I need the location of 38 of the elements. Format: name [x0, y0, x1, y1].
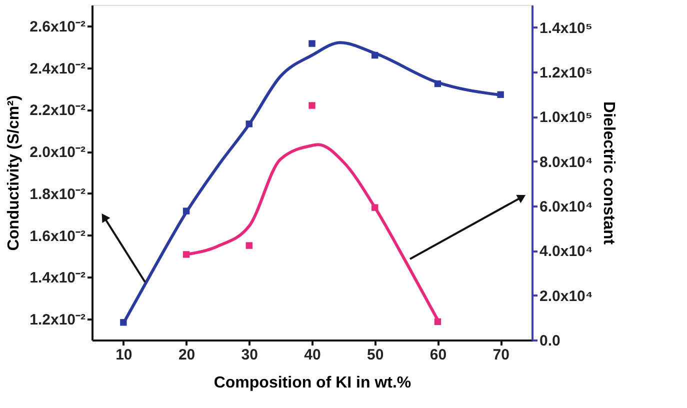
- x-tick-label: 30: [241, 346, 258, 364]
- y2-tick-label: 2.0x10⁴: [540, 288, 593, 305]
- y-tick-label: 2.4x10⁻²: [30, 60, 86, 78]
- point: [120, 319, 127, 326]
- point: [308, 40, 316, 47]
- x-tick-label: 40: [304, 346, 321, 364]
- x-tick-label: 70: [492, 346, 510, 364]
- point: [497, 91, 504, 98]
- point: [182, 208, 190, 214]
- y2-tick-label: 6.0x10⁴: [540, 198, 593, 216]
- point: [182, 251, 190, 258]
- point: [246, 242, 252, 249]
- y-tick-label: 1.4x10⁻²: [30, 270, 86, 287]
- point: [308, 102, 316, 109]
- y2-tick-label: 8.0x10⁴: [540, 154, 593, 171]
- y2-tick-label: 0.0: [540, 332, 560, 350]
- x-tick-label: 20: [178, 346, 196, 364]
- point: [434, 318, 442, 326]
- y-tick-label: 1.8x10⁻²: [30, 186, 86, 203]
- y2-tick-label: 1.0x10⁵: [540, 109, 592, 126]
- x-tick-label: 60: [430, 346, 447, 364]
- y-tick-label: 1.6x10⁻²: [30, 228, 86, 245]
- y-tick-label: 2.6x10⁻²: [30, 18, 86, 36]
- point: [372, 204, 378, 211]
- point: [372, 52, 378, 59]
- point: [246, 120, 252, 128]
- y-tick-label: 2.0x10⁻²: [30, 144, 86, 162]
- y2-axis-title: Dielectric constant: [600, 101, 617, 246]
- x-tick-label: 50: [367, 346, 384, 364]
- y2-tick-label: 1.2x10⁵: [540, 64, 592, 82]
- y-axis-title: Conductivity (S/cm²): [6, 95, 23, 251]
- point: [434, 80, 442, 88]
- y-tick-label: 1.2x10⁻²: [30, 312, 86, 329]
- y-tick-label: 2.2x10⁻²: [30, 102, 86, 120]
- x-tick-label: 10: [116, 346, 132, 364]
- x-axis-title: Composition of KI in wt.%: [214, 374, 412, 392]
- y2-tick-label: 1.4x10⁵: [540, 20, 592, 37]
- y2-tick-label: 4.0x10⁴: [540, 243, 593, 260]
